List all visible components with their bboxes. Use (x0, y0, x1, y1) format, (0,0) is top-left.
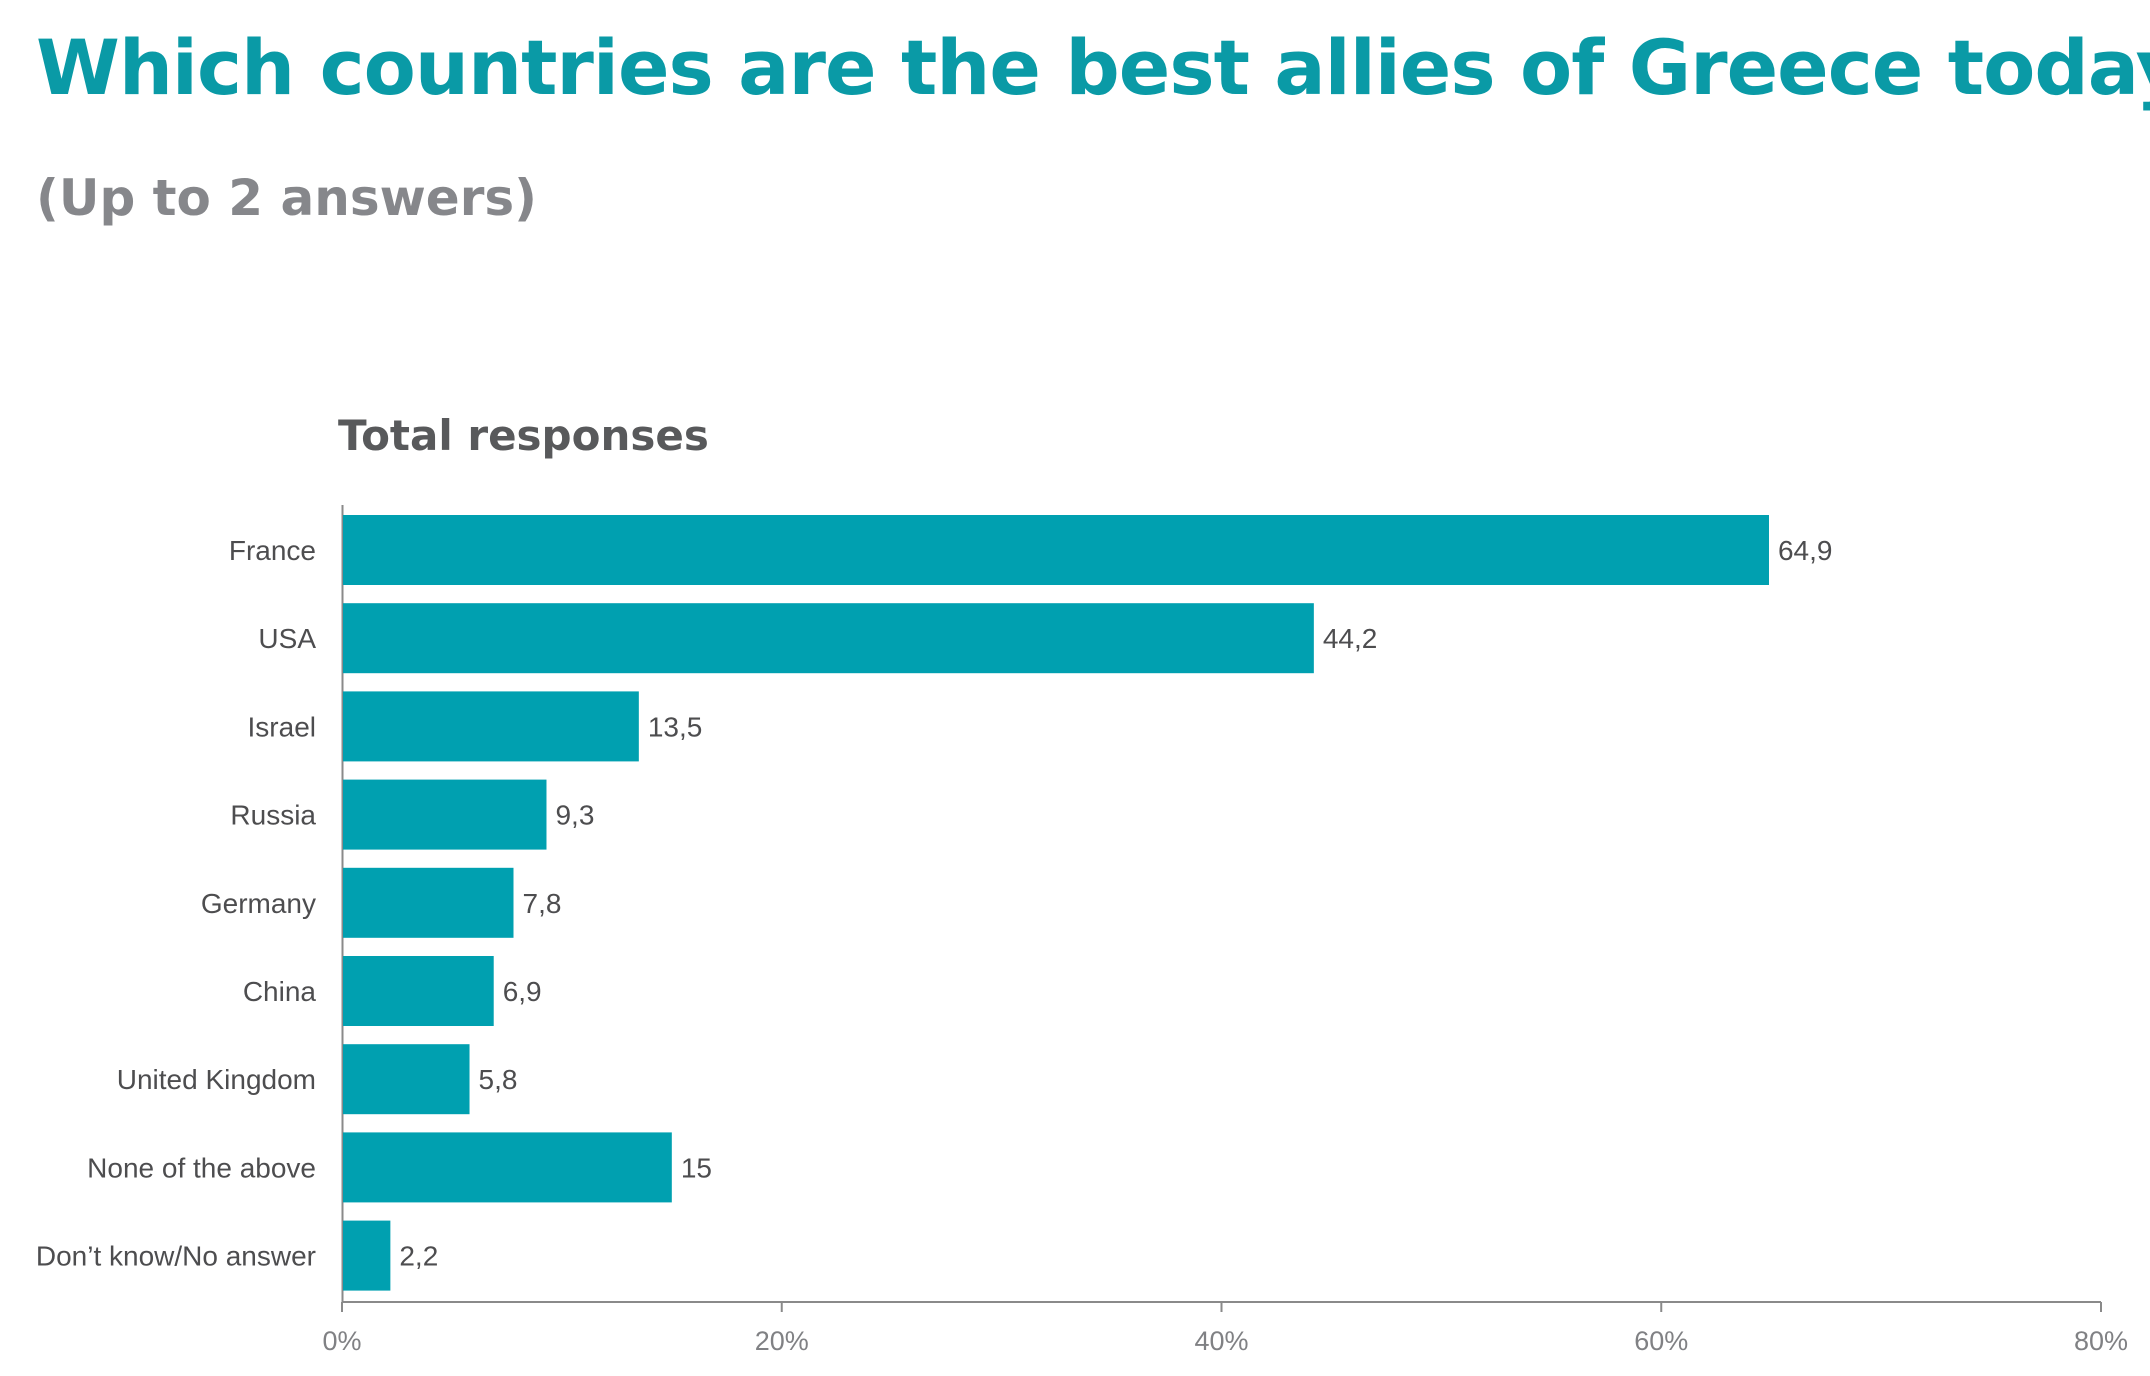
bar (343, 956, 494, 1026)
category-label: Israel (248, 711, 316, 742)
data-label: 13,5 (648, 711, 703, 742)
bar (343, 691, 639, 762)
chart-subtitle: (Up to 2 answers) (36, 169, 537, 227)
panel-title: Total responses (338, 411, 709, 460)
x-tick-label: 0% (322, 1326, 361, 1356)
bar (343, 603, 1314, 674)
data-label: 5,8 (479, 1064, 518, 1095)
category-label: Germany (201, 888, 316, 919)
x-tick-label: 40% (1194, 1326, 1248, 1356)
category-label: Russia (230, 800, 316, 831)
bar (343, 515, 1769, 585)
data-label: 15 (681, 1152, 712, 1183)
category-label: None of the above (87, 1152, 316, 1183)
bar (343, 779, 547, 850)
category-label: China (243, 976, 317, 1007)
category-label: USA (258, 623, 316, 654)
data-label: 64,9 (1778, 535, 1833, 566)
bar (343, 867, 514, 938)
category-label: United Kingdom (117, 1064, 316, 1095)
data-label: 2,2 (399, 1241, 438, 1272)
category-label: France (229, 535, 316, 566)
chart-title: Which countries are the best allies of G… (36, 23, 2150, 112)
data-label: 9,3 (555, 800, 594, 831)
x-tick-label: 60% (1634, 1326, 1688, 1356)
bar (343, 1220, 391, 1291)
bar (343, 1044, 470, 1115)
x-tick-label: 80% (2074, 1326, 2128, 1356)
data-label: 44,2 (1323, 623, 1378, 654)
data-label: 7,8 (523, 888, 562, 919)
data-label: 6,9 (503, 976, 542, 1007)
bar (343, 1132, 672, 1203)
category-label: Don’t know/No answer (36, 1241, 316, 1272)
x-tick-label: 20% (755, 1326, 809, 1356)
